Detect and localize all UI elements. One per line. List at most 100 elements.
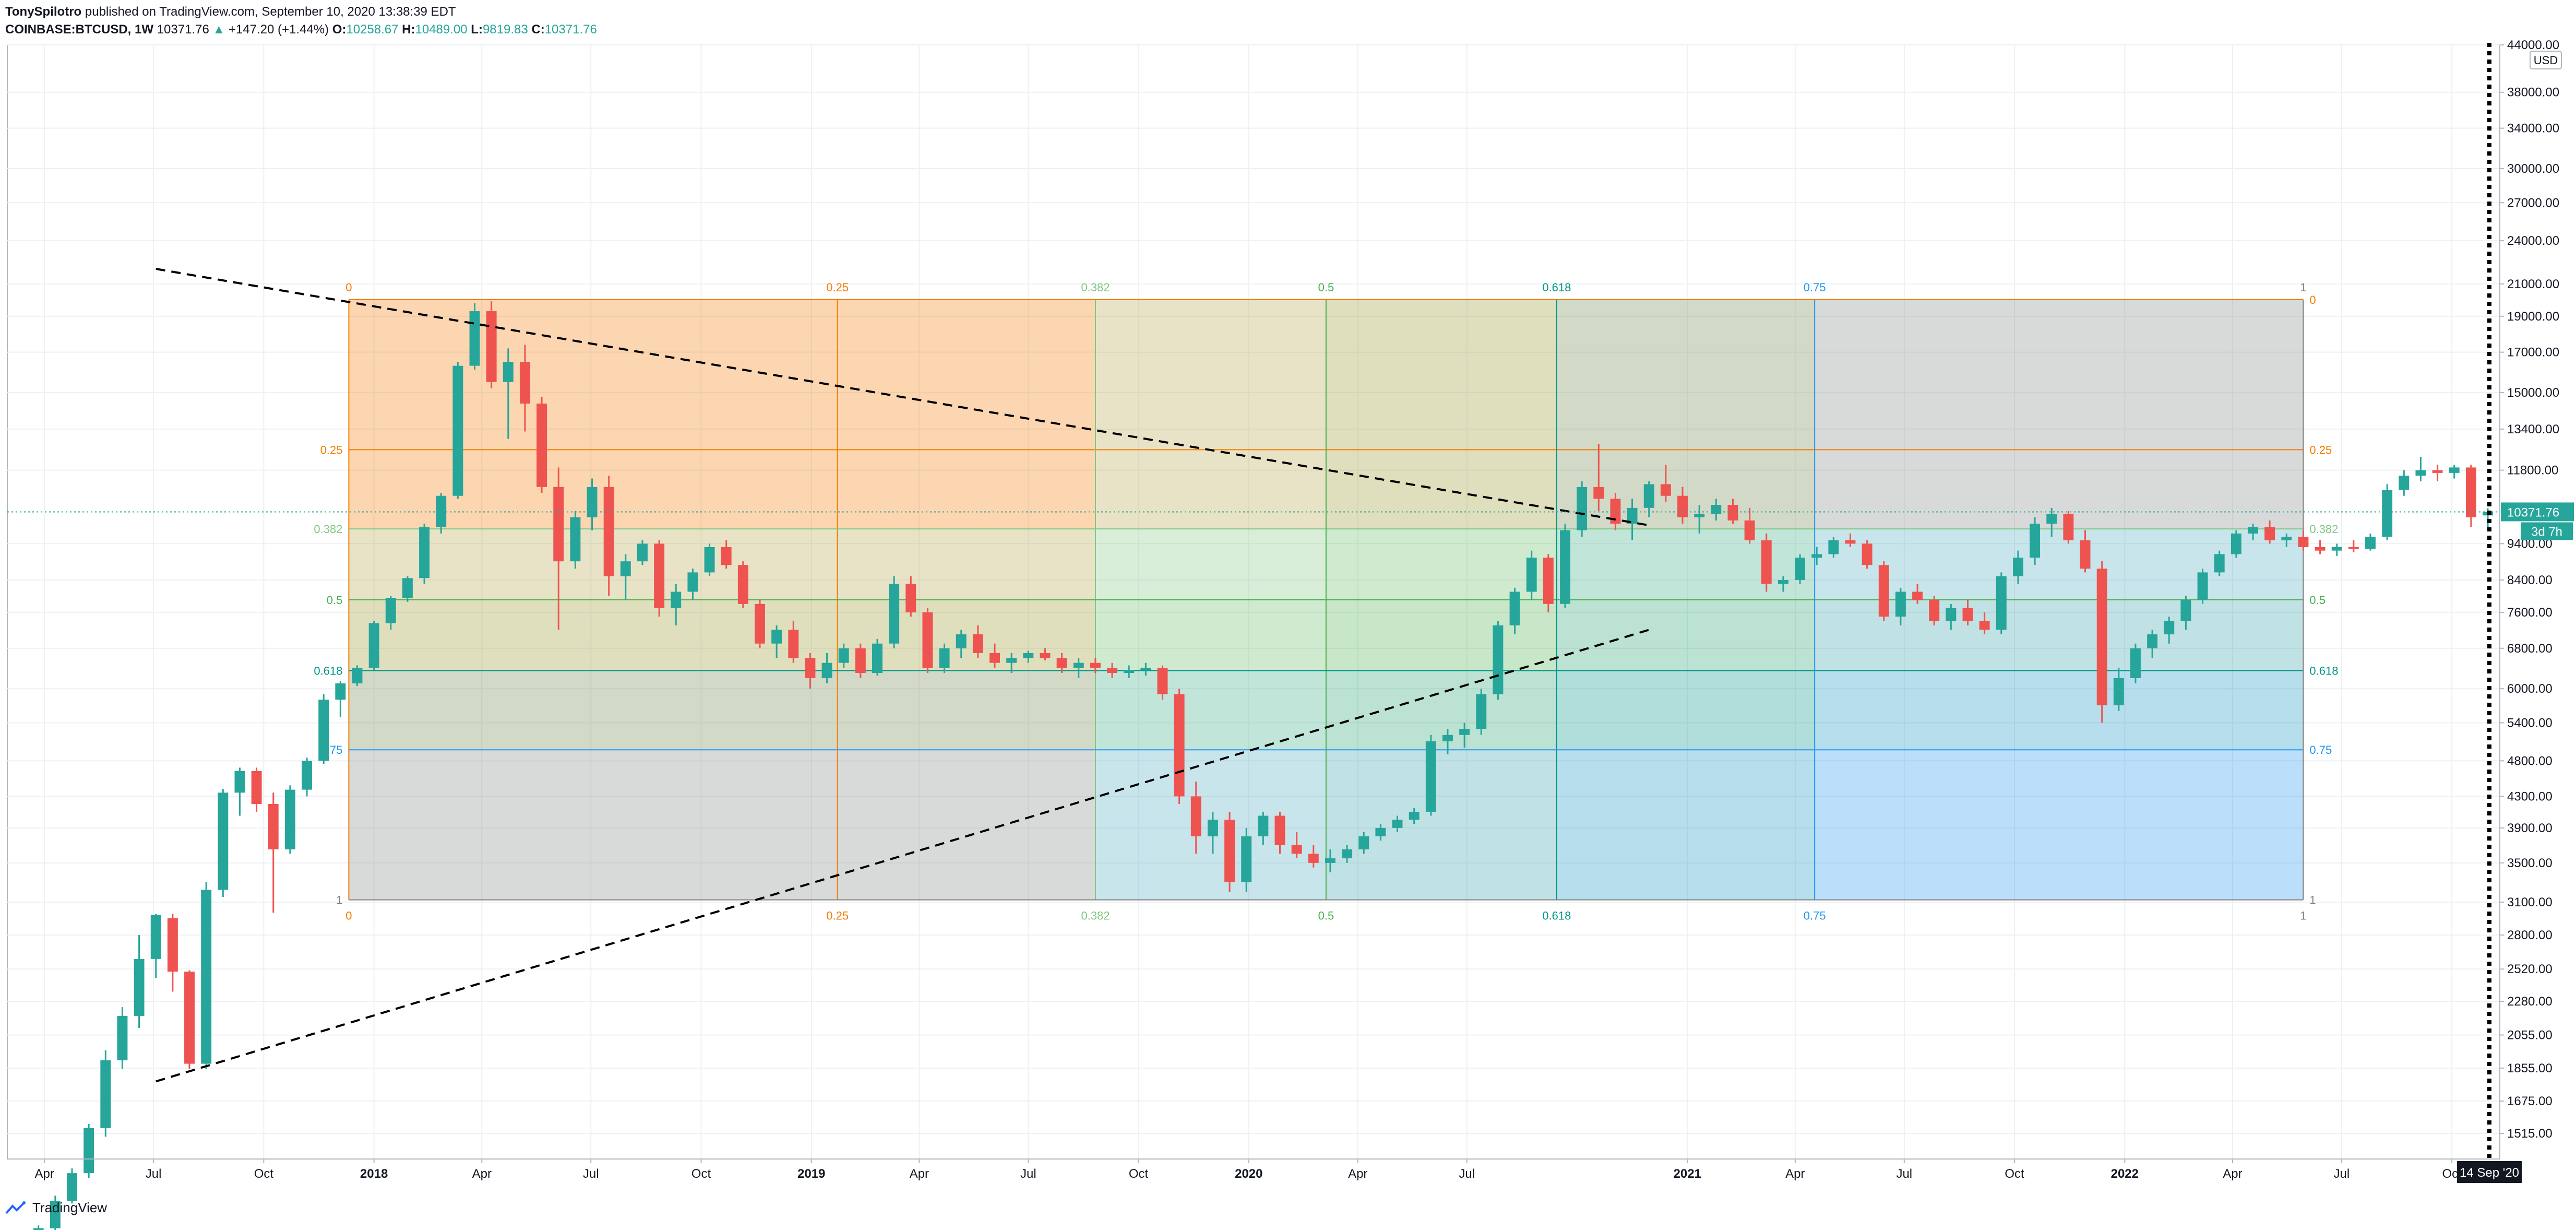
candle-body [1660, 484, 1671, 496]
candle [1241, 827, 1252, 892]
candle [33, 1225, 44, 1230]
candle [536, 397, 547, 493]
fib-time-label: 1 [2300, 909, 2306, 922]
candle [150, 914, 161, 978]
time-tick-label: 2018 [360, 1167, 388, 1181]
candle [1308, 845, 1319, 868]
footer: TradingView [5, 1200, 107, 1216]
candle-body [1258, 815, 1269, 836]
time-tick-label: Apr [1348, 1167, 1367, 1181]
candle [2298, 530, 2309, 551]
candle-body [1056, 658, 1067, 668]
candle [1795, 554, 1806, 584]
candle [1190, 782, 1201, 854]
tradingview-logo-icon[interactable] [5, 1201, 28, 1215]
candle [972, 625, 983, 658]
candle [654, 540, 665, 617]
candle [1073, 658, 1084, 678]
candle [838, 643, 849, 668]
candle-body [1325, 858, 1335, 863]
trendline-descending-resistance [156, 268, 1650, 527]
candle-body [1241, 836, 1252, 882]
price-tick-label: 6800.00 [2507, 642, 2553, 656]
candle [872, 638, 882, 676]
candle [2281, 533, 2292, 547]
fib-price-label-right: 1 [2309, 894, 2316, 907]
brand-name[interactable]: TradingView [32, 1200, 108, 1215]
candle [1459, 723, 1470, 748]
fib-speed-fan: 0 0 0 0.25 0.25 0.25 0.25 0.382 0.382 0.382 0.382 0… [314, 281, 2338, 922]
crosshair-time-label: 14 Sep '20 [2460, 1166, 2519, 1180]
high-label: H: [402, 22, 415, 37]
candle [704, 543, 715, 576]
candle [2264, 520, 2275, 544]
time-tick-label: Oct [1129, 1167, 1149, 1181]
fib-time-label: 1 [2300, 281, 2306, 294]
price-tick-label: 3100.00 [2507, 895, 2553, 909]
candle [385, 596, 396, 630]
candle [2432, 465, 2443, 481]
candle [2449, 465, 2460, 479]
candle [1207, 811, 1218, 854]
candle-body [972, 634, 983, 653]
candle-body [503, 362, 514, 382]
open-value: 10258.67 [346, 22, 399, 37]
candle-body [1459, 729, 1470, 735]
candle-body [1795, 558, 1806, 580]
fib-time-label: 0.75 [1804, 281, 1826, 294]
candle-body [2147, 634, 2158, 648]
candle-body [1107, 668, 1118, 673]
candle [218, 789, 229, 897]
candle [1979, 612, 1990, 635]
time-tick-label: Jul [1459, 1167, 1475, 1181]
candle-body [519, 362, 530, 404]
currency-badge-label: USD [2534, 54, 2558, 67]
candle [737, 561, 748, 608]
candle-body [2399, 476, 2410, 490]
symbol-line: COINBASE:BTCUSD, 1W 10371.76 ▲ +147.20 (… [5, 21, 597, 39]
symbol-name[interactable]: COINBASE:BTCUSD, 1W [5, 22, 154, 37]
candle [452, 362, 463, 499]
price-tick-label: 1855.00 [2507, 1061, 2553, 1075]
candle-body [2415, 470, 2426, 476]
fib-time-label: 0.5 [1318, 909, 1334, 922]
candle [1157, 665, 1168, 700]
candle [1224, 811, 1235, 892]
candle-body [1006, 658, 1017, 663]
candle-body [1224, 820, 1235, 882]
candle [1442, 729, 1453, 754]
candle [2214, 550, 2225, 576]
candle-body [1342, 849, 1353, 859]
author-name[interactable]: TonySpilotro [5, 5, 82, 19]
candle [1761, 533, 1772, 592]
candle-body [2113, 678, 2124, 705]
countdown-tag-label: 3d 7h [2531, 525, 2562, 539]
candle [1040, 648, 1051, 660]
candle [788, 621, 799, 663]
candle [1744, 507, 1755, 544]
candle [2365, 533, 2376, 551]
candle-body [1509, 592, 1520, 625]
last-price-tag [2501, 502, 2574, 522]
candle-body [1560, 530, 1570, 604]
candle-body [50, 1201, 61, 1228]
candle-body [452, 365, 463, 496]
price-tick-label: 2800.00 [2507, 928, 2553, 942]
candle-body [1711, 504, 1722, 514]
candle-body [1694, 514, 1705, 517]
time-tick-label: Jul [2334, 1167, 2350, 1181]
fib-price-label-left: 1 [336, 894, 342, 907]
countdown-tag [2521, 522, 2573, 540]
candle-body [402, 578, 413, 598]
candle [268, 793, 279, 913]
candle-body [1627, 507, 1638, 524]
candle [755, 599, 765, 648]
trendline-ascending-support [156, 629, 1650, 1083]
candle-body [469, 311, 480, 366]
candle-body [1425, 741, 1436, 812]
candle [1845, 533, 1856, 547]
fib-time-label: 0 [345, 909, 352, 922]
candle-body [922, 612, 933, 668]
candle [1375, 823, 1386, 841]
